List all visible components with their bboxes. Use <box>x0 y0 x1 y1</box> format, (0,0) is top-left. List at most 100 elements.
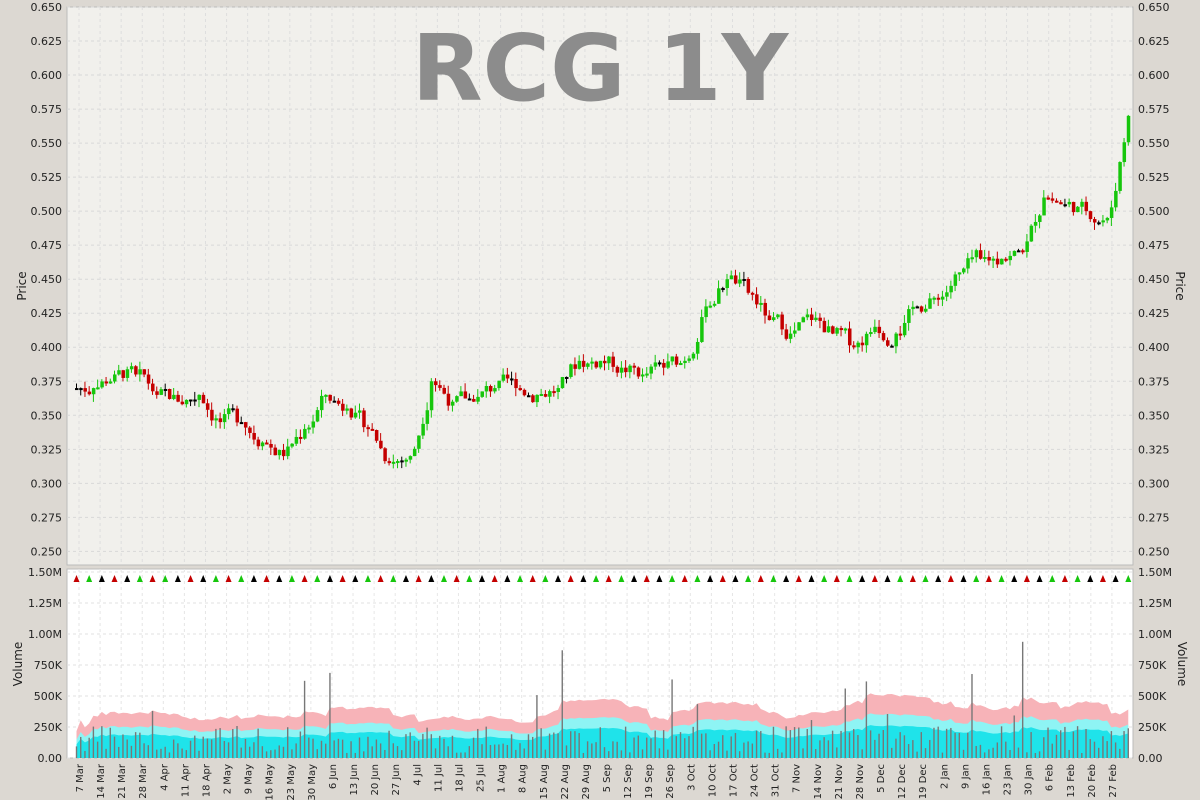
price-candle <box>151 383 155 392</box>
price-candle <box>679 363 683 366</box>
price-candle <box>87 391 92 395</box>
x-tick-label: 2 May <box>223 764 234 794</box>
price-candle <box>733 275 738 284</box>
x-tick-label: 20 Jun <box>370 764 381 796</box>
volume-tick-label-right: 1.25M <box>1138 597 1172 610</box>
signal-marker <box>479 575 486 582</box>
price-candle <box>949 285 953 293</box>
signal-marker <box>808 575 815 582</box>
signal-marker <box>402 575 409 582</box>
price-candle <box>915 306 920 309</box>
price-candle <box>404 459 408 462</box>
price-candle <box>569 364 573 377</box>
price-candle <box>1063 204 1067 207</box>
price-candle <box>919 306 924 312</box>
price-candle <box>455 396 459 402</box>
signal-marker <box>326 575 333 582</box>
price-candle <box>1067 201 1072 205</box>
price-candle <box>611 356 615 367</box>
price-candle <box>991 258 996 261</box>
x-tick-label: 14 Mar <box>96 763 107 799</box>
price-candle <box>586 363 590 367</box>
price-candle <box>945 292 949 297</box>
x-tick-label: 19 Sep <box>644 764 655 799</box>
price-candle <box>1025 241 1029 252</box>
signal-marker <box>149 575 156 582</box>
price-candle <box>755 294 759 305</box>
price-candle <box>493 388 497 392</box>
price-candle <box>624 367 628 373</box>
price-candle <box>1038 215 1042 222</box>
x-tick-label: 4 Jul <box>412 764 423 786</box>
price-candle <box>560 376 565 389</box>
x-tick-label: 16 Jan <box>981 764 992 795</box>
signal-marker <box>833 575 840 582</box>
price-candle <box>1042 197 1046 216</box>
price-candle <box>957 272 962 275</box>
price-candle <box>708 305 713 308</box>
price-candle <box>1122 142 1127 163</box>
price-candle <box>619 367 624 373</box>
price-candle <box>1114 190 1118 208</box>
price-candle <box>924 308 928 312</box>
price-candle <box>1012 250 1017 256</box>
volume-tick-label-right: 500K <box>1138 690 1167 703</box>
price-candle <box>1000 258 1004 265</box>
signal-marker <box>200 575 207 582</box>
price-candle <box>826 326 831 333</box>
volume-tick-label-right: 1.00M <box>1138 628 1172 641</box>
x-tick-label: 29 Aug <box>581 764 592 799</box>
price-candle <box>995 258 1000 265</box>
price-candle <box>349 408 354 418</box>
x-tick-label: 30 May <box>307 764 318 800</box>
signal-marker <box>1023 575 1030 582</box>
price-candle <box>902 322 907 336</box>
signal-marker <box>859 575 866 582</box>
price-candle <box>873 326 877 333</box>
signal-marker <box>542 575 549 582</box>
price-candle <box>184 399 189 405</box>
signal-marker <box>998 575 1005 582</box>
price-candle <box>91 388 96 395</box>
price-candle <box>332 400 337 403</box>
price-candle <box>725 279 729 289</box>
price-candle <box>746 278 751 293</box>
price-candle <box>712 303 717 306</box>
price-candle <box>222 414 227 423</box>
price-candle <box>531 395 535 403</box>
x-tick-label: 11 Apr <box>180 763 191 797</box>
volume-band-cyan <box>76 725 1129 758</box>
price-candle <box>801 317 806 323</box>
price-candle <box>75 388 79 391</box>
price-candle <box>307 427 311 430</box>
price-candle <box>1016 250 1021 253</box>
price-candle <box>641 374 645 377</box>
price-candle <box>146 374 151 384</box>
price-candle <box>83 388 87 392</box>
price-candle <box>319 395 324 411</box>
x-tick-label: 25 Jul <box>476 764 487 792</box>
x-tick-label: 19 Dec <box>918 764 929 799</box>
signal-marker <box>428 575 435 582</box>
price-candle <box>1021 250 1025 253</box>
signal-marker <box>364 575 371 582</box>
price-candle <box>463 391 468 399</box>
price-candle <box>484 386 489 392</box>
price-candle <box>108 381 113 384</box>
price-candle <box>603 360 607 364</box>
price-axis-label-right: Price <box>1173 271 1187 300</box>
price-candle <box>670 356 675 362</box>
price-candle <box>374 430 379 441</box>
price-candle <box>1071 201 1076 213</box>
price-tick-label-right: 0.450 <box>1138 273 1170 286</box>
price-candle <box>662 362 666 368</box>
signal-marker <box>871 575 878 582</box>
price-candle <box>607 356 611 364</box>
price-tick-label-left: 0.300 <box>31 477 63 490</box>
price-tick-label-left: 0.350 <box>31 409 63 422</box>
x-tick-label: 2 Jan <box>939 764 950 789</box>
price-candle <box>987 256 991 261</box>
price-candle <box>214 418 218 421</box>
price-candle <box>721 288 725 291</box>
price-candle <box>400 460 404 463</box>
